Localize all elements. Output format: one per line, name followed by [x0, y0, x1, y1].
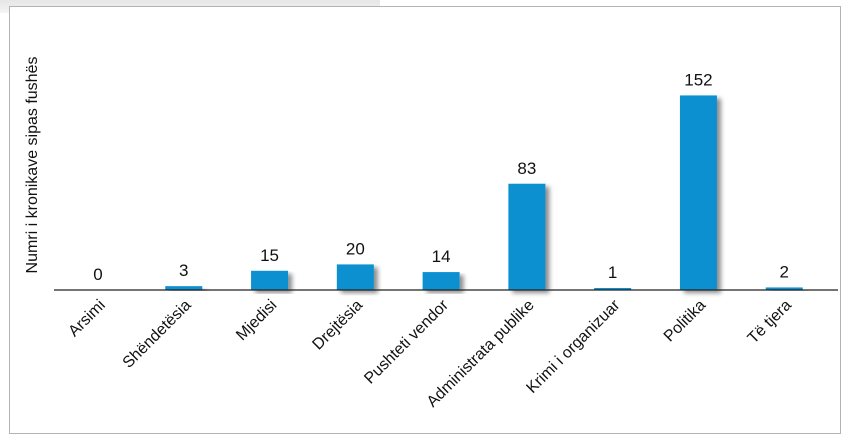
x-tick-label: Arsimi [65, 297, 108, 340]
data-label: 3 [179, 261, 188, 280]
y-axis-label: Numri i kronikave sipas fushës [24, 57, 41, 274]
bar [679, 95, 717, 290]
tick-labels-layer: Arsimi Shëndetësia Mjedisi DrejtësiaPushtet… [65, 296, 795, 410]
bar [165, 286, 203, 290]
data-label: 0 [93, 265, 102, 284]
bar [594, 288, 632, 290]
x-tick-label: Shëndetësia [120, 297, 195, 372]
bar [508, 183, 546, 290]
x-tick-label: Pushteti vendor [361, 296, 452, 387]
x-tick-label: Krimi i organizuar [523, 296, 624, 397]
bar [336, 264, 374, 290]
data-labels-layer: 0 3 15 20 14 83 1 152 2 [93, 70, 789, 284]
x-tick-label: Politika [661, 297, 710, 346]
x-tick-label: Të tjera [745, 297, 795, 347]
data-label: 83 [517, 159, 536, 178]
bar [422, 272, 460, 290]
data-label: 2 [779, 262, 788, 281]
x-tick-label: Mjedisi [233, 297, 280, 344]
data-label: 1 [608, 263, 617, 282]
x-tick-label: Drejtësia [309, 297, 366, 354]
bar [251, 270, 289, 290]
bar [765, 287, 803, 290]
bars-layer [165, 95, 803, 290]
data-label: 14 [432, 247, 451, 266]
data-label: 15 [260, 246, 279, 265]
data-label: 152 [684, 70, 712, 89]
data-label: 20 [346, 239, 365, 258]
